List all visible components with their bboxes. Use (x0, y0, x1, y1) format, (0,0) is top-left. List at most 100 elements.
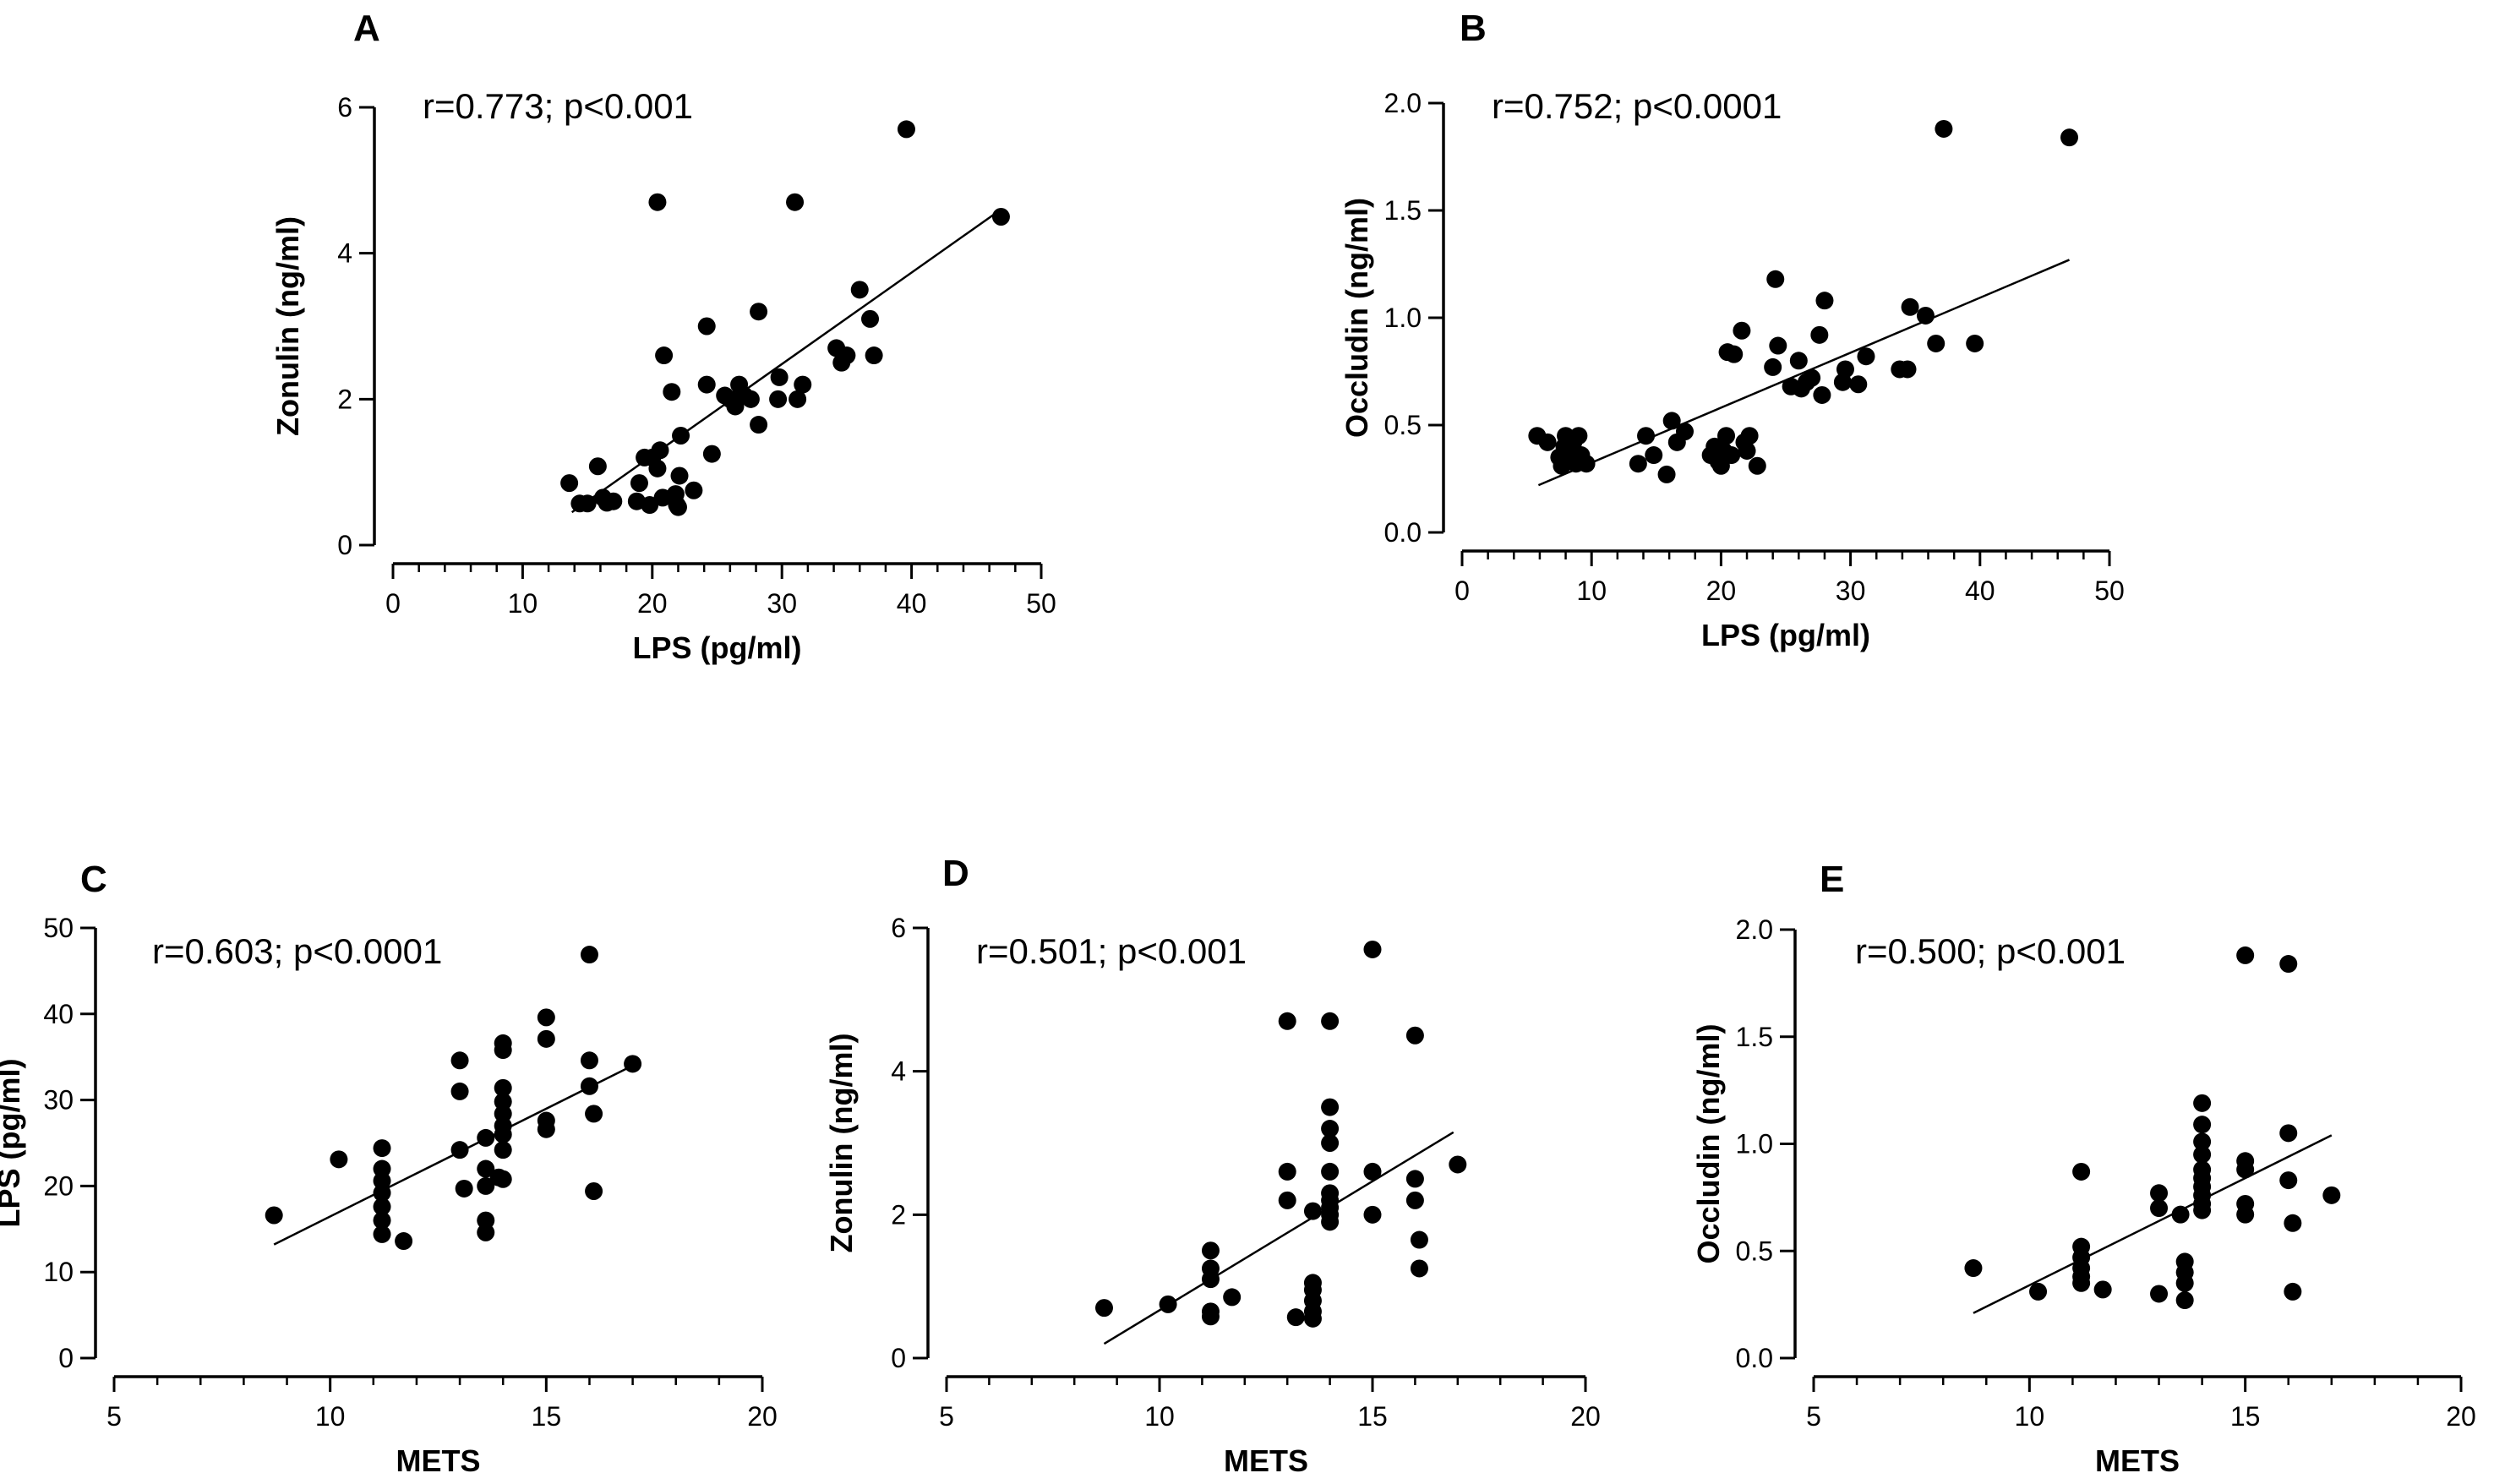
data-point (670, 466, 689, 485)
x-tick-label: 10 (2015, 1401, 2045, 1432)
data-point (1645, 446, 1663, 465)
data-point (1223, 1288, 1242, 1307)
y-tick-label: 0.0 (1736, 1343, 1773, 1373)
y-tick-label: 30 (43, 1085, 74, 1116)
data-point (2060, 128, 2079, 147)
data-point (395, 1232, 413, 1251)
data-point (1321, 1120, 1340, 1138)
data-point (1286, 1308, 1305, 1327)
x-axis-title: METS (396, 1443, 480, 1478)
y-tick-label: 0 (58, 1343, 74, 1373)
data-point (1201, 1241, 1220, 1260)
data-point (1159, 1295, 1177, 1313)
y-axis-title: Zonulin (ng/ml) (824, 1034, 859, 1253)
data-point (2150, 1285, 2169, 1303)
data-point (663, 383, 681, 401)
x-tick-label: 20 (1706, 576, 1737, 606)
x-tick-label: 5 (1806, 1401, 1821, 1432)
data-point (2322, 1186, 2341, 1204)
data-point (2150, 1199, 2169, 1218)
data-point (373, 1184, 391, 1203)
y-tick-label: 0.0 (1384, 517, 1422, 548)
data-point (1764, 357, 1782, 376)
data-point (2279, 955, 2298, 974)
data-point (2284, 1214, 2302, 1232)
y-axis-title: LPS (pg/ml) (0, 1059, 26, 1228)
data-point (1662, 412, 1681, 430)
data-point (330, 1150, 348, 1169)
data-point (1813, 385, 1831, 404)
data-point (2175, 1291, 2194, 1310)
data-point (2175, 1274, 2194, 1292)
data-point (1810, 325, 1829, 344)
regression-line (1973, 1134, 2333, 1314)
data-point (2150, 1184, 2169, 1203)
y-tick-label: 0.5 (1736, 1236, 1773, 1266)
data-point (1303, 1309, 1322, 1328)
y-axis-title: Occludin (ng/ml) (1340, 198, 1374, 438)
x-tick-label: 20 (747, 1401, 778, 1432)
data-point (2072, 1162, 2091, 1181)
data-point (1321, 1098, 1340, 1116)
y-tick-label: 6 (337, 92, 352, 123)
data-point (1769, 336, 1787, 355)
panel-label: E (1820, 859, 1844, 900)
y-tick-label: 20 (43, 1170, 74, 1201)
y-tick-label: 0 (891, 1343, 906, 1373)
panel-label: A (353, 8, 380, 49)
data-point (1201, 1270, 1220, 1289)
data-point (1748, 456, 1766, 475)
data-point (2193, 1116, 2212, 1134)
x-tick-label: 20 (1570, 1401, 1601, 1432)
data-point (580, 1051, 598, 1070)
data-point (1738, 441, 1756, 460)
data-point (450, 1051, 469, 1070)
data-point (2193, 1145, 2212, 1164)
data-point (1849, 375, 1868, 394)
x-axis-title: LPS (pg/ml) (1701, 618, 1870, 652)
panel-d: 5 10 15 20 0 2 4 6 METS Zonulin (ng/ml) Dr=0.501; … (824, 853, 1601, 1478)
x-tick-label: 20 (637, 588, 668, 619)
data-point (1916, 306, 1935, 325)
data-point (2279, 1124, 2298, 1143)
y-tick-label: 4 (891, 1056, 906, 1087)
panel-b: 0 10 20 30 40 50 0.0 0.5 1.0 1.5 2.0 LPS (pg/ml) Occ… (1340, 8, 2125, 652)
data-point (477, 1176, 495, 1195)
data-point (373, 1225, 391, 1243)
x-tick-label: 40 (897, 588, 927, 619)
data-point (2193, 1094, 2212, 1112)
panel-label: D (942, 853, 969, 894)
data-point (2236, 1205, 2255, 1224)
data-point (1303, 1202, 1322, 1220)
data-point (1538, 433, 1557, 451)
data-point (1629, 455, 1647, 473)
data-point (697, 317, 716, 336)
x-tick-label: 30 (767, 588, 797, 619)
y-tick-label: 1.5 (1384, 195, 1422, 226)
data-point (1836, 360, 1854, 379)
data-point (1898, 360, 1917, 379)
data-point (537, 1120, 555, 1138)
data-point (1803, 368, 1821, 387)
data-point (991, 208, 1010, 226)
data-point (588, 457, 607, 476)
y-tick-label: 2.0 (1736, 914, 1773, 945)
data-point (537, 1029, 555, 1048)
data-point (494, 1170, 512, 1188)
data-point (1201, 1307, 1220, 1326)
data-point (2193, 1201, 2212, 1219)
data-point (2236, 946, 2255, 964)
y-tick-label: 2 (891, 1199, 906, 1230)
data-point (1964, 1259, 1983, 1278)
data-point (1901, 297, 1919, 316)
x-axis-title: METS (2095, 1443, 2180, 1478)
data-point (1363, 1205, 1382, 1224)
y-tick-label: 1.5 (1736, 1022, 1773, 1052)
data-point (2236, 1160, 2255, 1179)
data-point (1278, 1191, 1296, 1209)
data-point (1321, 1162, 1340, 1181)
x-tick-label: 10 (1144, 1401, 1175, 1432)
data-point (1410, 1230, 1428, 1249)
x-tick-label: 10 (315, 1401, 346, 1432)
